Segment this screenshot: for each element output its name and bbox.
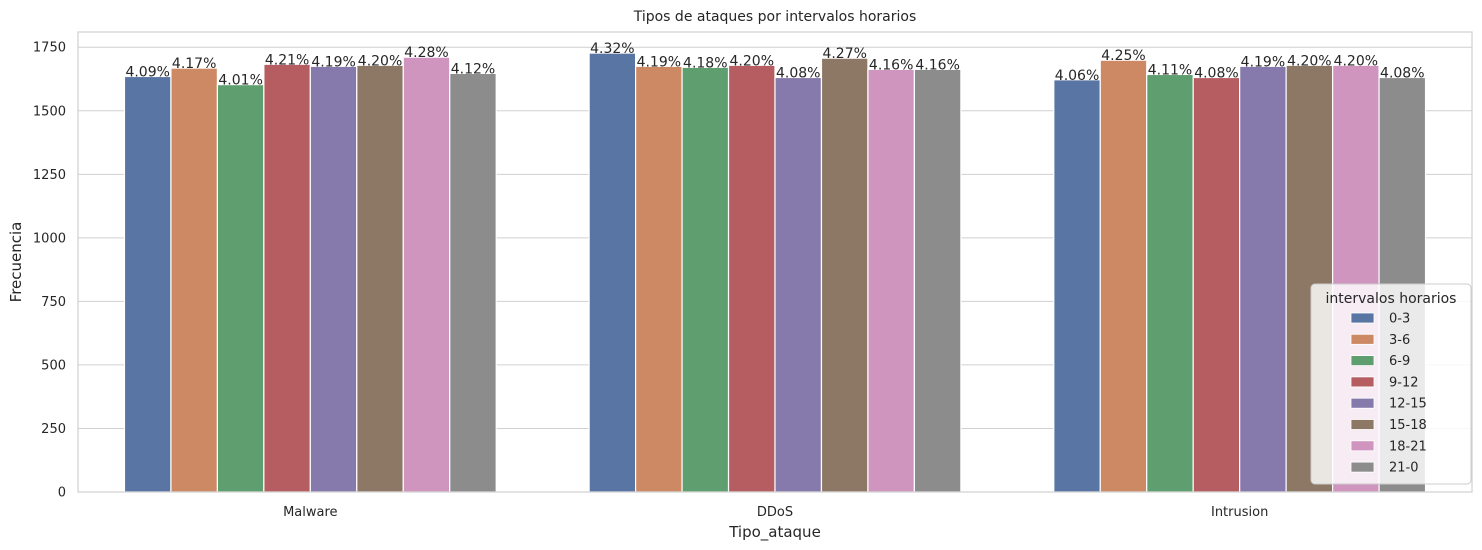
bar-data-label: 4.08% xyxy=(776,65,820,81)
bar-data-label: 4.06% xyxy=(1055,68,1099,84)
bar-data-label: 4.18% xyxy=(683,55,727,71)
bar xyxy=(170,67,219,493)
plot-frame xyxy=(77,31,1473,493)
legend-entry-label: 0-3 xyxy=(1389,312,1410,327)
bar-data-label: 4.20% xyxy=(730,53,774,69)
bar xyxy=(309,65,358,493)
axes: 0 250 500 750 1000 1250 1500 1750 Malware DDoS Int… xyxy=(33,31,1473,520)
legend-entry-label: 9-12 xyxy=(1389,375,1419,390)
bar xyxy=(727,64,776,493)
bar xyxy=(402,56,451,493)
legend-swatch xyxy=(1350,461,1375,473)
y-tick-label: 250 xyxy=(41,422,66,437)
bar-data-label: 4.28% xyxy=(404,45,448,61)
bar xyxy=(1192,76,1241,493)
y-tick-label: 1000 xyxy=(33,231,66,246)
bar-data-label: 4.08% xyxy=(1380,65,1424,81)
bar xyxy=(588,52,637,493)
bar-data-label: 4.25% xyxy=(1101,48,1145,64)
bar-data-label: 4.16% xyxy=(869,57,913,73)
bar-data-label: 4.11% xyxy=(1148,62,1192,78)
bar xyxy=(1099,59,1148,493)
bar-data-label: 4.19% xyxy=(637,54,681,70)
y-axis-label: Frecuencia xyxy=(7,222,25,303)
bar-data-label: 4.32% xyxy=(590,41,634,57)
legend-swatch xyxy=(1350,333,1375,345)
bar-data-label: 4.20% xyxy=(1334,53,1378,69)
legend-swatch xyxy=(1350,376,1375,388)
bars xyxy=(123,52,1427,493)
bar-data-label: 4.01% xyxy=(218,73,262,89)
legend-entry-label: 18-21 xyxy=(1389,439,1427,454)
bar-data-label: 4.12% xyxy=(451,61,495,77)
bar-data-label: 4.27% xyxy=(822,46,866,62)
legend-entry-label: 21-0 xyxy=(1389,461,1419,476)
bar xyxy=(867,68,916,493)
bar-data-label: 4.20% xyxy=(1287,53,1331,69)
legend-title: intervalos horarios xyxy=(1326,291,1457,307)
chart-title: Tipos de ataques por intervalos horarios xyxy=(633,9,917,25)
legend-entry-label: 3-6 xyxy=(1389,333,1410,348)
bar xyxy=(1239,65,1287,493)
bar xyxy=(449,72,497,493)
x-axis-label: Tipo_ataque xyxy=(728,523,821,542)
bar xyxy=(913,68,962,493)
legend-entry-label: 6-9 xyxy=(1389,354,1410,369)
legend-swatch xyxy=(1350,440,1375,452)
legend-swatch xyxy=(1350,355,1375,367)
y-tick-label: 500 xyxy=(41,358,66,373)
bar xyxy=(774,76,823,493)
bar xyxy=(634,65,683,493)
x-tick-label: Malware xyxy=(283,505,337,520)
bar xyxy=(681,66,730,493)
legend-entry-label: 15-18 xyxy=(1389,418,1427,433)
bar-data-label: 4.09% xyxy=(125,64,169,80)
bar xyxy=(356,64,404,493)
bar xyxy=(820,57,869,493)
y-tick-label: 1750 xyxy=(33,41,66,56)
legend-swatch xyxy=(1350,312,1375,324)
y-tick-label: 1250 xyxy=(33,168,66,183)
bar-data-label: 4.19% xyxy=(311,54,355,70)
bar-data-label: 4.19% xyxy=(1241,54,1285,70)
x-tick-label: DDoS xyxy=(757,505,793,520)
legend-swatch xyxy=(1350,397,1375,409)
x-tick-label: Intrusion xyxy=(1211,505,1268,520)
y-tick-label: 1500 xyxy=(33,104,66,119)
bar xyxy=(1053,79,1101,493)
bar-data-label: 4.08% xyxy=(1194,65,1238,81)
bar xyxy=(1146,73,1194,493)
data-labels: 4.09%4.17%4.01%4.21% 4.19% 4.20%4.28%4.12%… xyxy=(125,41,1424,89)
legend-entry-label: 12-15 xyxy=(1389,397,1427,412)
legend-swatch xyxy=(1350,419,1375,430)
bar-data-label: 4.16% xyxy=(915,57,959,73)
bar-data-label: 4.17% xyxy=(172,56,216,72)
bar-data-label: 4.21% xyxy=(265,52,309,68)
legend: intervalos horarios 0-3 3-6 6-9 9-12 12-15 15… xyxy=(1310,283,1472,485)
bar xyxy=(216,84,265,493)
bar xyxy=(123,75,172,493)
y-tick-label: 750 xyxy=(41,295,66,310)
bar-data-label: 4.20% xyxy=(358,53,402,69)
bar xyxy=(263,63,311,493)
y-tick-label: 0 xyxy=(58,486,66,501)
